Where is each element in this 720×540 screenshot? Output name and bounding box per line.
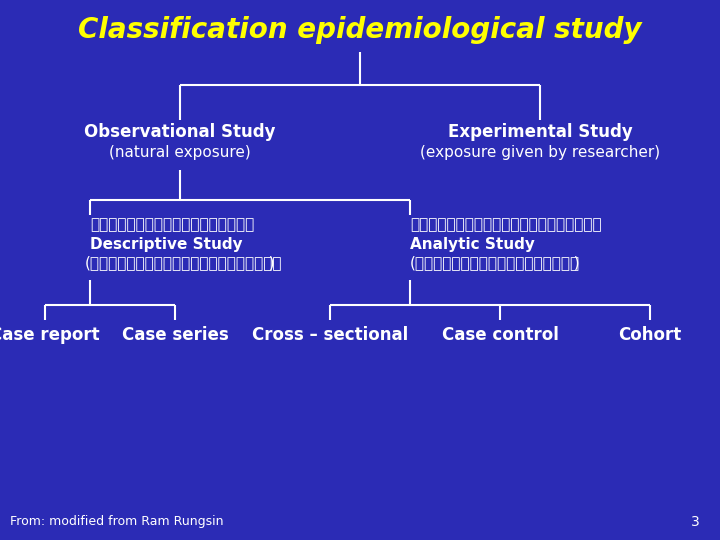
- Text: Case control: Case control: [441, 326, 559, 344]
- Text: Analytic Study: Analytic Study: [410, 237, 535, 252]
- Text: การศึกษาเชิงวิเคราะห์: การศึกษาเชิงวิเคราะห์: [410, 218, 602, 233]
- Text: การศึกษาเชิงพรรณนา: การศึกษาเชิงพรรณนา: [90, 218, 254, 233]
- Text: Experimental Study: Experimental Study: [448, 123, 632, 141]
- Text: Observational Study: Observational Study: [84, 123, 276, 141]
- Text: (มีกลุ่มเปรียบเทียบ: (มีกลุ่มเปรียบเทียบ: [410, 255, 580, 271]
- Text: Descriptive Study: Descriptive Study: [90, 237, 243, 252]
- Text: (ไม่มีกลุ่มเปรียบเทียบ: (ไม่มีกลุ่มเปรียบเทียบ: [85, 255, 282, 271]
- Text: (natural exposure): (natural exposure): [109, 145, 251, 160]
- Text: Case report: Case report: [0, 326, 100, 344]
- Text: (exposure given by researcher): (exposure given by researcher): [420, 145, 660, 160]
- Text: ): ): [525, 255, 580, 271]
- Text: 3: 3: [691, 515, 700, 529]
- Text: From: modified from Ram Rungsin: From: modified from Ram Rungsin: [10, 516, 223, 529]
- Text: Classification epidemiological study: Classification epidemiological study: [78, 16, 642, 44]
- Text: ): ): [220, 255, 274, 271]
- Text: Cohort: Cohort: [618, 326, 682, 344]
- Text: Cross – sectional: Cross – sectional: [252, 326, 408, 344]
- Text: Case series: Case series: [122, 326, 228, 344]
